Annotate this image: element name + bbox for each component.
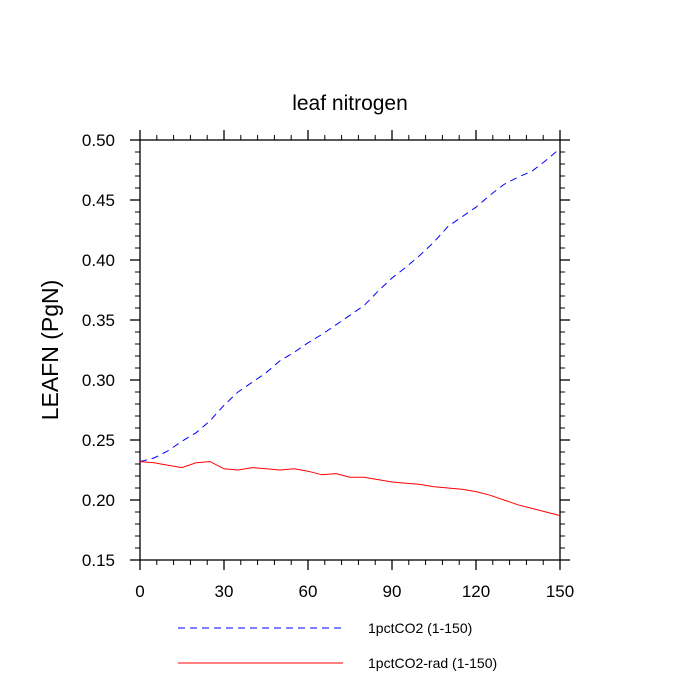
series-line-1 xyxy=(139,148,561,463)
x-tick-label: 30 xyxy=(215,582,234,601)
chart-title: leaf nitrogen xyxy=(292,92,408,115)
x-tick-label: 90 xyxy=(383,582,402,601)
legend-label-1: 1pctCO2 (1-150) xyxy=(368,620,472,636)
y-tick-label: 0.20 xyxy=(82,491,115,510)
y-tick-label: 0.25 xyxy=(82,431,115,450)
plot-area: 0 30 60 90 120 150 0.15 0.20 0.25 0.30 0.35 0.40 0.4… xyxy=(82,130,574,601)
series-line-2 xyxy=(139,461,561,517)
y-tick-label: 0.45 xyxy=(82,191,115,210)
x-tick-label: 60 xyxy=(299,582,318,601)
y-tick-label: 0.50 xyxy=(82,131,115,150)
x-tick-label: 150 xyxy=(546,582,574,601)
x-tick-label: 0 xyxy=(135,582,144,601)
legend-label-2: 1pctCO2-rad (1-150) xyxy=(368,655,497,671)
plot-frame xyxy=(139,139,561,561)
x-tick-label: 120 xyxy=(462,582,490,601)
y-tick-label: 0.35 xyxy=(82,311,115,330)
legend: 1pctCO2 (1-150) 1pctCO2-rad (1-150) xyxy=(178,620,497,671)
y-axis-label: LEAFN (PgN) xyxy=(37,280,63,421)
y-tick-label: 0.15 xyxy=(82,551,115,570)
y-tick-label: 0.40 xyxy=(82,251,115,270)
y-tick-label: 0.30 xyxy=(82,371,115,390)
